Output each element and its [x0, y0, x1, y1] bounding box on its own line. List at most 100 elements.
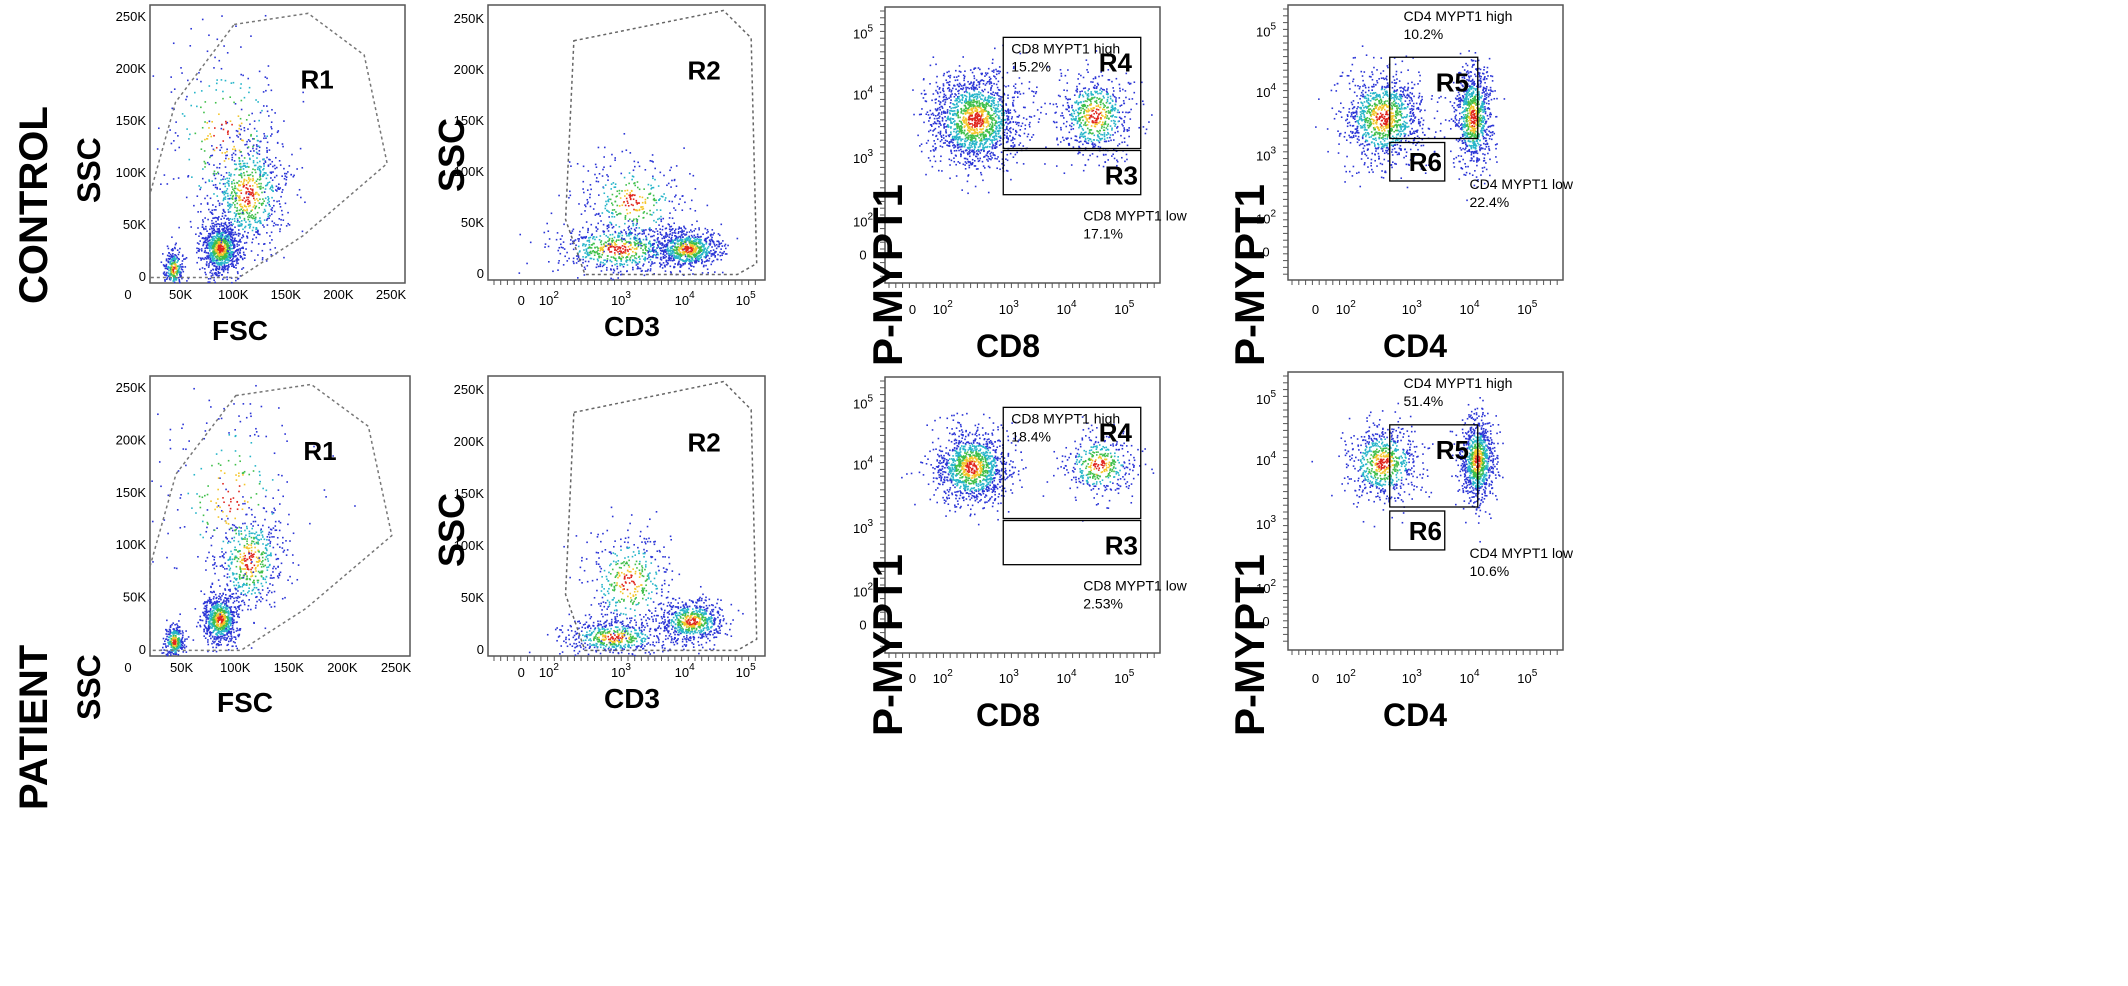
event-dot	[242, 235, 245, 238]
event-dot	[624, 252, 627, 255]
event-dot	[228, 224, 231, 227]
event-dot	[938, 125, 940, 128]
event-dot	[674, 249, 676, 252]
event-dot	[992, 71, 995, 73]
gate-label: R1	[300, 64, 333, 94]
event-dot	[237, 224, 240, 227]
event-dot	[560, 246, 563, 249]
event-dot	[301, 166, 304, 169]
event-dot	[183, 115, 186, 117]
event-dot	[935, 98, 937, 101]
event-dot	[696, 258, 699, 261]
event-dot	[933, 117, 936, 120]
event-dot	[234, 148, 236, 151]
event-dot	[222, 199, 225, 202]
event-dot	[650, 184, 652, 187]
event-dot	[267, 196, 269, 198]
event-dot	[683, 248, 685, 251]
event-dot	[593, 251, 596, 254]
event-dot	[213, 134, 215, 137]
event-dot	[218, 246, 220, 249]
tick-label: 0	[139, 269, 146, 284]
event-dot	[587, 247, 589, 250]
event-dot	[696, 259, 698, 262]
event-dot	[215, 217, 218, 219]
event-dot	[642, 212, 645, 214]
event-dot	[962, 74, 965, 77]
event-dot	[700, 256, 702, 258]
event-dot	[970, 113, 973, 115]
event-dot	[637, 161, 639, 164]
event-dot	[186, 280, 188, 282]
event-dot	[586, 189, 589, 191]
event-dot	[216, 166, 218, 169]
event-dot	[256, 183, 258, 186]
event-dot	[205, 251, 208, 254]
event-dot	[209, 133, 211, 135]
event-dot	[610, 260, 613, 263]
event-dot	[598, 256, 600, 259]
event-dot	[278, 218, 281, 220]
plot-frame	[149, 4, 406, 284]
event-dot	[939, 132, 942, 134]
event-dot	[588, 254, 591, 256]
event-dot	[989, 128, 991, 131]
event-dot	[209, 225, 212, 228]
event-dot	[644, 201, 647, 203]
event-dot	[257, 166, 259, 169]
event-dot	[236, 202, 239, 205]
event-dot	[938, 120, 941, 123]
event-dot	[627, 250, 629, 253]
event-dot	[259, 217, 261, 219]
event-dot	[271, 185, 274, 188]
event-dot	[234, 192, 237, 195]
event-dot	[255, 151, 258, 154]
event-dot	[680, 246, 683, 249]
event-dot	[562, 264, 565, 266]
event-dot	[1005, 158, 1007, 160]
event-dot	[588, 247, 590, 249]
event-dot	[219, 249, 221, 251]
event-dot	[1006, 135, 1008, 137]
event-dot	[229, 240, 232, 243]
event-dot	[948, 135, 951, 138]
event-dot	[238, 215, 241, 218]
event-dot	[983, 149, 985, 152]
event-dot	[960, 127, 963, 129]
event-dot	[284, 202, 287, 205]
event-dot	[618, 253, 621, 255]
event-dot	[634, 260, 637, 263]
event-dot	[595, 236, 598, 238]
event-dot	[605, 261, 608, 263]
event-dot	[224, 166, 227, 168]
event-dot	[950, 149, 952, 152]
event-dot	[227, 157, 230, 160]
event-dot	[625, 231, 627, 233]
event-dot	[212, 227, 215, 230]
event-dot	[628, 248, 631, 251]
event-dot	[967, 127, 970, 130]
event-dot	[646, 212, 648, 215]
event-dot	[597, 213, 600, 216]
event-dot	[980, 107, 982, 109]
event-dot	[181, 260, 184, 262]
event-dot	[679, 235, 682, 238]
event-dot	[216, 244, 218, 246]
event-dot	[1001, 109, 1003, 112]
event-dot	[221, 235, 224, 237]
event-dot	[968, 150, 970, 153]
event-dot	[1001, 96, 1003, 98]
event-dot	[940, 111, 943, 113]
event-dot	[938, 95, 941, 98]
event-dot	[660, 220, 663, 223]
event-dot	[227, 133, 229, 135]
event-dot	[243, 257, 246, 259]
event-dot	[699, 236, 702, 238]
event-dot	[979, 135, 982, 137]
event-dot	[682, 253, 684, 255]
event-dot	[271, 209, 273, 212]
event-dot	[214, 205, 217, 208]
event-dot	[651, 256, 654, 258]
event-dot	[642, 217, 645, 219]
event-dot	[230, 231, 232, 234]
